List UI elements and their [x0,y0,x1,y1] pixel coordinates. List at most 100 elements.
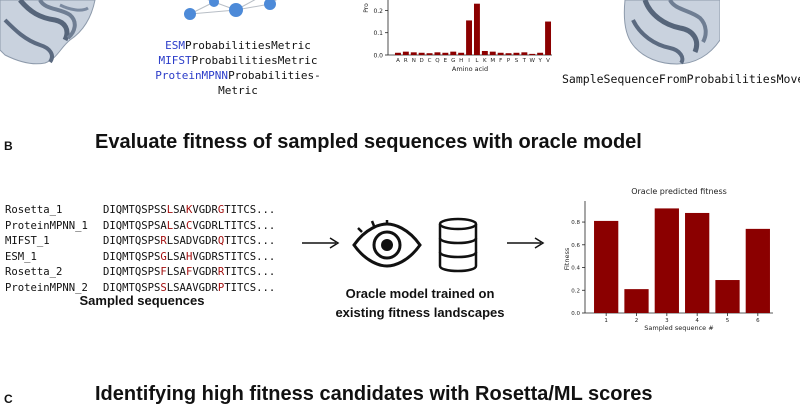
sequence-segment: VGDR [192,266,218,279]
chart-title: Oracle predicted fitness [631,187,727,196]
x-tick-label: T [522,58,527,64]
sequence-segment: LSA [166,250,186,263]
x-tick-label: C [428,58,432,64]
bar [418,52,425,55]
y-tick-label: 0.6 [571,243,580,249]
x-tick-label: F [499,58,502,64]
sequence-string: DIQMTQSPSGLSAHVGDRSTITCS... [103,250,275,266]
x-tick-label: 6 [756,318,760,324]
oracle-label-line-1: Oracle model trained on [345,286,495,301]
mutated-residue: H [185,250,193,263]
mutated-residue: C [185,219,193,232]
bar [505,53,512,55]
x-axis-label: Sampled sequence # [644,324,713,332]
bar [594,220,619,313]
panel-b-letter: B [4,139,13,153]
x-tick-label: 3 [665,318,669,324]
bar [481,50,488,55]
sequence-name: ProteinMPNN_1 [5,219,88,232]
x-tick-label: D [420,58,424,64]
mutated-residue: R [217,266,225,279]
mutated-residue: F [185,266,193,279]
bar [402,51,409,55]
sequence-segment: LSA [166,266,186,279]
sequence-segment: DIQMTQSPSS [103,204,167,216]
y-tick-label: 0.0 [571,311,580,317]
network-graph-icon [184,0,277,20]
sequence-segment: TITCS... [224,235,276,248]
x-tick-label: V [546,58,550,64]
mutated-residue: G [217,204,225,216]
oracle-label-line-2: existing fitness landscapes [335,305,505,320]
mutated-residue: S [160,281,167,294]
bar [450,51,457,55]
metric-list: ESMProbabilitiesMetric MIFSTProbabilitie… [118,38,358,98]
x-tick-label: Y [537,58,542,64]
y-tick-label: 0.4 [571,266,580,272]
sampled-sequences-label: Sampled sequences [79,293,205,308]
sequence-row: Rosetta_2 DIQMTQSPSFLSAFVGDRRTITCS... [5,265,275,281]
sequence-segment: TITCS... [224,266,276,279]
x-tick-label: I [468,58,470,64]
sequence-row: ProteinMPNN_2 DIQMTQSPSSLSAAVGDRPTITCS... [5,281,275,297]
bar [624,289,649,313]
sample-mover-label: SampleSequenceFromProbabilitiesMover [562,72,800,86]
bar [745,228,770,313]
sequence-segment: DIQMTQSPS [103,250,161,263]
sequence-name: Rosetta_1 [5,204,63,216]
x-tick-label: W [530,58,536,64]
bar [394,52,401,55]
panel-c-title: Identifying high fitness candidates with… [95,383,653,405]
sequence-row: MIFST_1 DIQMTQSPSRLSADVGDRQTITCS... [5,234,275,250]
mutated-residue: P [217,281,225,294]
bar [654,208,679,313]
bar [545,21,552,56]
sequence-string: DIQMTQSPSALSACVGDRLTITCS... [103,219,275,235]
bar [685,212,710,313]
x-tick-label: P [507,58,511,64]
arrow-right-icon [302,237,340,249]
mutated-residue: R [160,235,167,248]
bar [458,52,465,55]
metric-line-continuation: Metric [218,84,258,97]
x-tick-label: G [451,58,455,64]
sequence-segment: VGDRLTITCS... [192,219,276,232]
x-tick-label: K [483,58,487,64]
sequence-segment: TITCS... [224,281,276,294]
x-tick-label: 4 [695,318,699,324]
sequence-segment: DIQMTQSPSA [103,219,167,232]
mutated-residue: L [166,219,174,232]
bar [521,52,528,55]
bar [434,52,441,55]
sequence-name: MIFST_1 [5,235,50,248]
y-tick-label: 0.2 [373,8,383,15]
sequence-segment: VGDRSTITCS... [192,250,276,263]
metric-line-proteinmpnn: ProteinMPNNProbabilities- [155,69,321,82]
sequence-segment: DIQMTQSPS [103,235,161,248]
sequence-string: DIQMTQSPSFLSAFVGDRRTITCS... [103,265,275,281]
mutated-residue: F [160,266,167,279]
y-axis-label: Pro [363,3,370,13]
x-tick-label: R [404,58,408,64]
arrow-right-icon [507,237,545,249]
y-tick-label: 0.1 [373,30,383,37]
metric-line-esm: ESMProbabilitiesMetric [165,39,311,52]
x-tick-label: 5 [726,318,730,324]
eye-icon [352,220,422,268]
panel-b-title: Evaluate fitness of sampled sequences wi… [95,131,642,153]
mutated-residue: K [185,204,193,216]
sequence-segment: LSAAVGDR [166,281,218,294]
metric-line-mifst: MIFSTProbabilitiesMetric [158,54,318,67]
y-tick-label: 0.0 [373,53,383,60]
x-tick-label: M [490,58,495,64]
sequence-segment: DIQMTQSPS [103,281,161,294]
bar [466,20,473,55]
x-tick-label: N [412,58,416,64]
sequence-name: ProteinMPNN_2 [5,281,88,294]
x-tick-label: 1 [604,318,608,324]
mutated-residue: L [166,204,174,216]
sequence-name: Rosetta_2 [5,266,63,279]
sequence-string: DIQMTQSPSRLSADVGDRQTITCS... [103,234,275,250]
y-axis-label: Fitness [563,247,571,270]
bar [442,52,449,55]
